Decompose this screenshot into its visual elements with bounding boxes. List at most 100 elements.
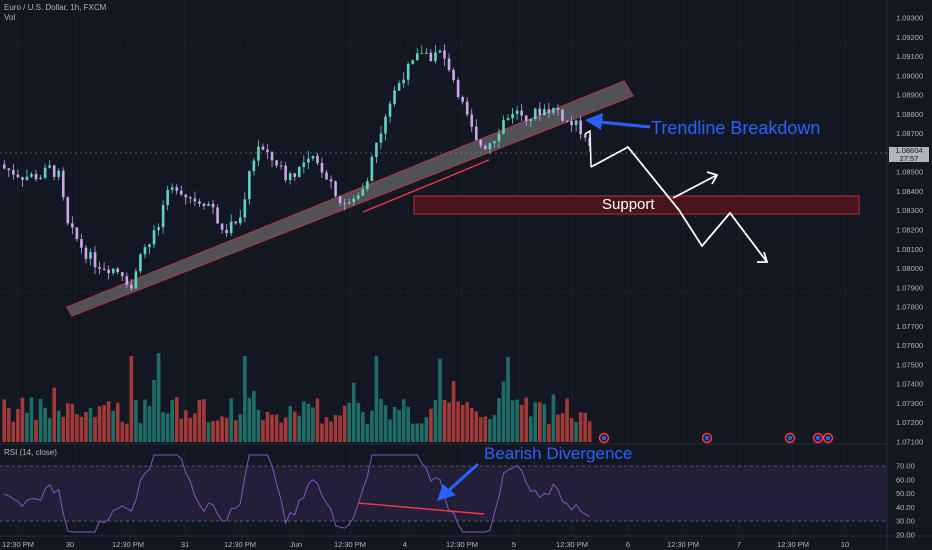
volume-bar [574, 422, 578, 442]
candle-body [556, 108, 560, 110]
candle-body [189, 197, 192, 199]
candle-body [116, 268, 120, 273]
candle-body [34, 174, 38, 180]
candle-body [533, 108, 537, 120]
volume-bar [438, 358, 442, 442]
candle-body [415, 53, 419, 61]
volume-bar [583, 412, 587, 442]
volume-bar [215, 420, 220, 442]
candle-body [352, 198, 356, 203]
price-tick-label: 1.08000 [896, 264, 923, 273]
volume-bar [66, 403, 70, 442]
volume-bar [179, 418, 184, 442]
time-tick-label: 30 [66, 540, 74, 549]
candle-body [574, 120, 578, 126]
trendline-channel[interactable] [66, 80, 634, 317]
volume-bar [206, 422, 211, 442]
candle-body [515, 110, 519, 115]
candle-body [211, 203, 215, 208]
volume-bar [247, 398, 252, 442]
time-tick-label: 12:30 PM [224, 540, 256, 549]
time-tick-label: 12:30 PM [2, 540, 34, 549]
candle-body [375, 142, 378, 158]
candle-body [524, 115, 528, 122]
candle-body [238, 217, 242, 224]
support-label: Support [602, 196, 655, 213]
volume-bar [519, 404, 524, 442]
volume-bar [283, 417, 288, 442]
candle-body [266, 149, 269, 152]
volume-bar [406, 406, 410, 442]
candle-body [71, 223, 74, 228]
candle-body [384, 116, 387, 134]
volume-bar [451, 381, 456, 442]
volume-bar [424, 417, 429, 442]
volume-bar [152, 379, 156, 442]
volume-bar [88, 408, 93, 442]
candle-body [175, 187, 179, 191]
candle-body [225, 229, 228, 234]
price-tick-label: 1.07300 [896, 399, 923, 408]
volume-bar [288, 406, 292, 442]
volume-bar [75, 414, 79, 442]
candle-body [379, 133, 383, 143]
volume-bar [315, 398, 320, 442]
volume-bar [342, 405, 347, 442]
volume-bar [356, 402, 361, 442]
candle-body [143, 247, 147, 255]
support-rect[interactable] [413, 195, 860, 215]
candle-body [179, 190, 183, 195]
candle-body [343, 203, 346, 205]
volume-bar [161, 412, 165, 442]
time-tick-label: 4 [403, 540, 407, 549]
price-tick-label: 1.07500 [896, 360, 923, 369]
candle-body [257, 146, 260, 161]
price-tick-label: 1.07400 [896, 380, 923, 389]
candle-body [16, 174, 20, 178]
support-zone[interactable] [413, 195, 860, 215]
candle-body [447, 58, 451, 70]
candle-body [48, 165, 51, 168]
event-markers[interactable] [598, 432, 834, 444]
volume-bar [120, 421, 125, 442]
candle-body [30, 174, 33, 177]
volume-bar [469, 407, 474, 442]
volume-bar [292, 411, 297, 442]
price-divergence-line [362, 159, 490, 213]
volume-bar [460, 404, 465, 442]
candle-body [497, 133, 501, 142]
candle-body [429, 52, 433, 62]
grid [0, 0, 887, 536]
candle-body [393, 90, 396, 104]
candle-body [234, 221, 238, 224]
candle-body [43, 167, 47, 178]
price-tick-label: 1.08800 [896, 110, 923, 119]
candle-body [452, 69, 455, 81]
volume-bar [2, 399, 7, 442]
rsi-tick-label: 20.00 [896, 530, 915, 539]
candle-body [543, 109, 546, 115]
price-tick-label: 1.09100 [896, 52, 923, 61]
candle-body [502, 120, 505, 134]
candle-body [148, 244, 151, 248]
trendline-band[interactable] [66, 80, 634, 317]
volume-bar [211, 421, 215, 442]
candle-body [152, 230, 156, 245]
volume-bar [7, 408, 11, 442]
volume-bar [43, 407, 47, 442]
volume-bar [102, 404, 106, 442]
candle-body [406, 63, 410, 80]
candle-body [243, 199, 247, 218]
volume-bar [188, 417, 193, 442]
price-tick-label: 1.07800 [896, 303, 923, 312]
volume-bar [202, 399, 206, 442]
candle-body [338, 196, 342, 204]
time-tick-label: 7 [737, 540, 741, 549]
candle-body [198, 201, 201, 204]
volume-bar [465, 402, 469, 442]
candle-body [75, 227, 79, 240]
candle-body [456, 80, 460, 97]
volume-bar [279, 422, 283, 442]
candle-body [547, 109, 551, 113]
